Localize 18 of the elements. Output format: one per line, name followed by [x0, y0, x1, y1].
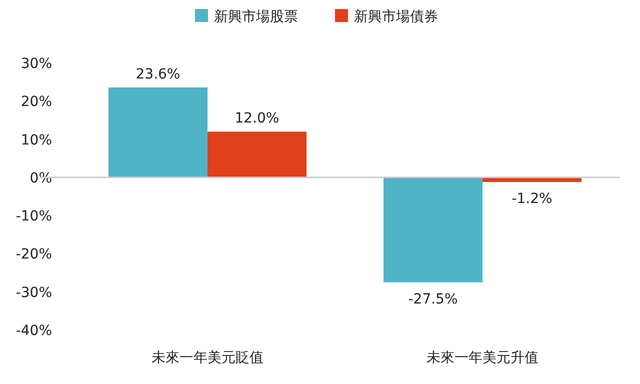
y-tick-label: 20% [20, 94, 52, 110]
y-tick-label: -10% [16, 208, 52, 225]
legend-label: 新興市場股票 [214, 9, 298, 25]
bar [108, 87, 208, 178]
x-tick-label: 未來一年美元升值 [426, 350, 538, 366]
data-label: -1.2% [512, 191, 552, 208]
y-tick-label: -40% [16, 323, 52, 339]
data-label: 12.0% [234, 110, 280, 127]
y-tick-label: 10% [20, 132, 52, 148]
legend-label: 新興市場債券 [354, 9, 438, 25]
data-label: -27.5% [408, 291, 458, 308]
y-tick-label: 30% [20, 56, 52, 72]
bar [208, 132, 306, 178]
data-label: 23.6% [136, 66, 180, 82]
x-tick-label: 未來一年美元貶值 [152, 350, 264, 366]
y-tick-label: -30% [16, 284, 52, 301]
bar [384, 177, 482, 282]
y-tick-label: -20% [16, 246, 52, 263]
